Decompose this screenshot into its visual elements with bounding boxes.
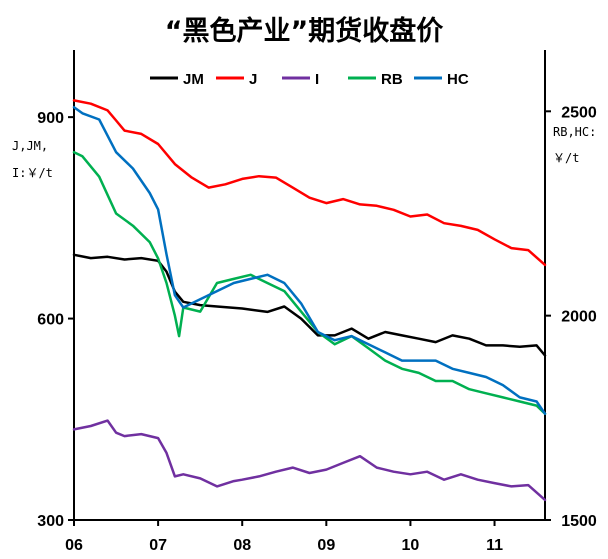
right-tick-label: 2000 — [561, 309, 597, 326]
left-tick-label: 300 — [37, 513, 64, 530]
left-axis-label-line1: J,JM, — [12, 139, 48, 153]
x-ticks: 06 07 08 09 10 11 — [65, 520, 503, 554]
x-tick-label: 11 — [486, 537, 503, 554]
legend-label-j: J — [249, 71, 257, 88]
series-lines — [72, 99, 547, 502]
legend-label-i: I — [315, 71, 319, 88]
legend-label-hc: HC — [447, 71, 469, 88]
chart-title: “黑色产业”期货收盘价 — [165, 15, 444, 47]
x-tick-label: 08 — [233, 537, 251, 554]
x-tick-label: 10 — [402, 537, 420, 554]
right-tick-label: 2500 — [561, 104, 597, 121]
right-axis-label-line1: RB,HC: — [553, 125, 596, 139]
x-tick-label: 09 — [317, 537, 335, 554]
left-tick-label: 900 — [37, 110, 64, 127]
right-axis-label-line2: ￥/t — [553, 151, 579, 165]
left-axis-label-line2: I:￥/t — [12, 166, 53, 180]
left-tick-label: 600 — [37, 312, 64, 329]
series-line-rb — [72, 150, 547, 415]
right-tick-label: 1500 — [561, 513, 597, 530]
legend-label-jm: JM — [183, 71, 204, 88]
series-line-j — [72, 99, 547, 267]
legend: JM J I RB HC — [150, 71, 469, 88]
right-y-ticks: 1500 2000 2500 — [545, 104, 597, 530]
series-line-jm — [72, 253, 547, 357]
legend-label-rb: RB — [381, 71, 403, 88]
left-y-ticks: 300 600 900 — [37, 110, 74, 530]
x-tick-label: 07 — [149, 537, 167, 554]
series-line-i — [72, 419, 547, 502]
x-tick-label: 06 — [65, 537, 83, 554]
series-line-hc — [72, 105, 547, 415]
